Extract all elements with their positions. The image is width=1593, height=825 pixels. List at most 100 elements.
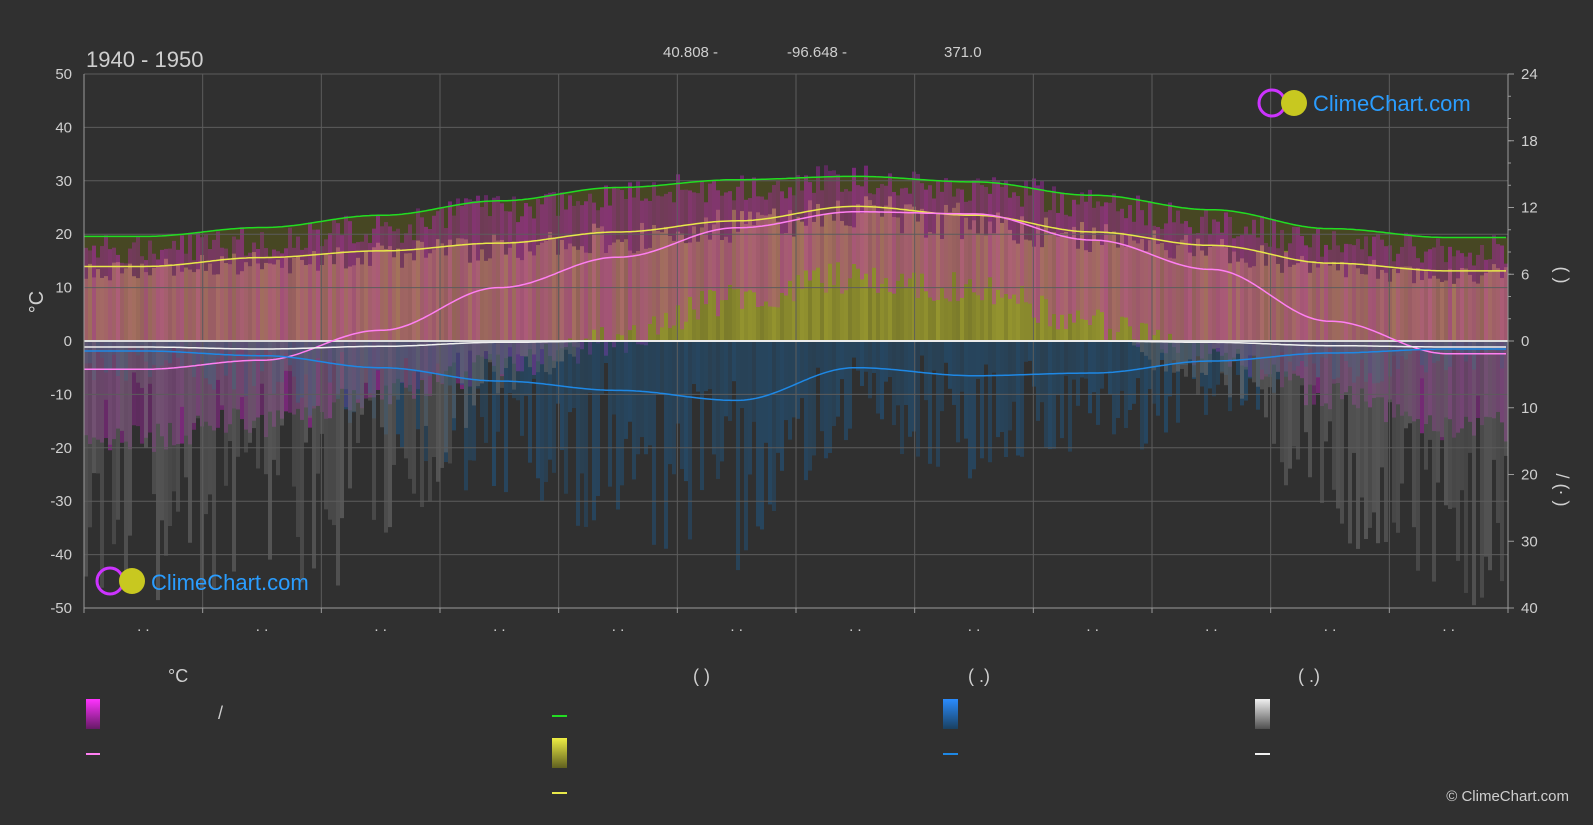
sunshine-band: [944, 204, 948, 341]
sunshine-band: [172, 275, 176, 341]
sunshine-band: [1168, 257, 1172, 341]
temperature-band: [1000, 186, 1004, 298]
rain-band: [708, 341, 712, 390]
temperature-band: [244, 255, 248, 430]
snow-band: [1168, 341, 1172, 364]
snow-band: [1412, 341, 1416, 528]
sunshine-band: [104, 276, 108, 341]
temperature-band: [716, 190, 720, 317]
temperature-band: [1256, 237, 1260, 360]
sunshine-band: [200, 255, 204, 341]
sunshine-band: [1348, 264, 1352, 341]
sunshine-band: [288, 273, 292, 341]
temperature-band: [404, 233, 408, 388]
temperature-band: [604, 185, 608, 356]
rain-band: [980, 341, 984, 459]
series-lines: [84, 175, 1506, 402]
rain-band: [1004, 341, 1008, 458]
snow-band: [512, 341, 516, 390]
rain-band: [972, 341, 976, 470]
sunshine-band: [1256, 251, 1260, 341]
rain-band: [1456, 341, 1460, 352]
snow-band: [1448, 341, 1452, 509]
sunshine-band: [996, 212, 1000, 341]
rain-band: [500, 341, 504, 375]
rain-band: [824, 341, 828, 459]
rain-band: [736, 341, 740, 571]
sunshine-band: [248, 266, 252, 341]
rain-band: [108, 341, 112, 369]
temperature-band: [644, 198, 648, 346]
sunshine-band: [988, 221, 992, 341]
sunshine-band: [876, 211, 880, 341]
snow-band: [1360, 341, 1364, 498]
sunshine-band: [612, 242, 616, 341]
temperature-band: [724, 192, 728, 301]
sunshine-band: [424, 257, 428, 341]
rain-band: [916, 341, 920, 457]
y-right-top-tick-label: 18: [1521, 133, 1538, 150]
snow-band: [1184, 341, 1188, 377]
rain-band: [560, 341, 564, 450]
temperature-band: [1176, 210, 1180, 353]
temperature-band: [296, 236, 300, 409]
snow-band: [184, 341, 188, 478]
sunshine-band: [1400, 266, 1404, 341]
temperature-band: [416, 208, 420, 390]
sunshine-band: [1380, 269, 1384, 341]
temperature-band: [1172, 222, 1176, 348]
temperature-band: [400, 242, 404, 383]
y-left-tick-label: 0: [64, 333, 72, 350]
rain-band: [924, 341, 928, 401]
temperature-band: [884, 185, 888, 279]
sunshine-band: [180, 271, 184, 341]
rain-band: [1212, 341, 1216, 397]
temperature-band: [596, 210, 600, 344]
snow-band: [1200, 341, 1204, 373]
sunshine-band: [528, 251, 532, 341]
sunshine-band: [984, 235, 988, 341]
snow-band: [476, 341, 480, 387]
temperature-band: [1328, 249, 1332, 410]
temperature-band: [1192, 233, 1196, 366]
sunshine-band: [1336, 270, 1340, 341]
rain-band: [732, 341, 736, 382]
sunshine-band: [1020, 216, 1024, 341]
rain-band: [780, 341, 784, 471]
temperature-band: [728, 191, 732, 285]
snow-band: [320, 341, 324, 434]
rain-band: [116, 341, 120, 377]
temperature-band: [664, 193, 668, 313]
snow-band: [1332, 341, 1336, 490]
sunshine-band: [148, 275, 152, 341]
sunshine-band: [1032, 246, 1036, 341]
rain-band: [764, 341, 768, 443]
snow-band: [1252, 341, 1256, 383]
temperature-band: [680, 189, 684, 330]
temperature-band: [936, 180, 940, 301]
sunshine-band: [972, 220, 976, 341]
rain-band: [1184, 341, 1188, 366]
rain-band: [424, 341, 428, 462]
temperature-band: [1340, 252, 1344, 400]
sunshine-band: [896, 217, 900, 341]
snow-band: [460, 341, 464, 384]
rain-band: [568, 341, 572, 413]
sunshine-band: [1344, 277, 1348, 341]
snow-band: [396, 341, 400, 400]
rain-band: [728, 341, 732, 421]
rain-band: [328, 341, 332, 383]
temperature-band: [600, 207, 604, 328]
rain-band: [988, 341, 992, 463]
sunshine-band: [1372, 259, 1376, 341]
temperature-band: [1384, 246, 1388, 423]
rain-band: [1192, 341, 1196, 379]
rain-band: [1036, 341, 1040, 421]
sunshine-band: [332, 264, 336, 341]
snow-band: [456, 341, 460, 353]
rain-band: [1252, 341, 1256, 356]
sunshine-band: [860, 213, 864, 341]
rain-band: [1020, 341, 1024, 457]
sunshine-band: [152, 267, 156, 341]
temperature-band: [300, 249, 304, 420]
